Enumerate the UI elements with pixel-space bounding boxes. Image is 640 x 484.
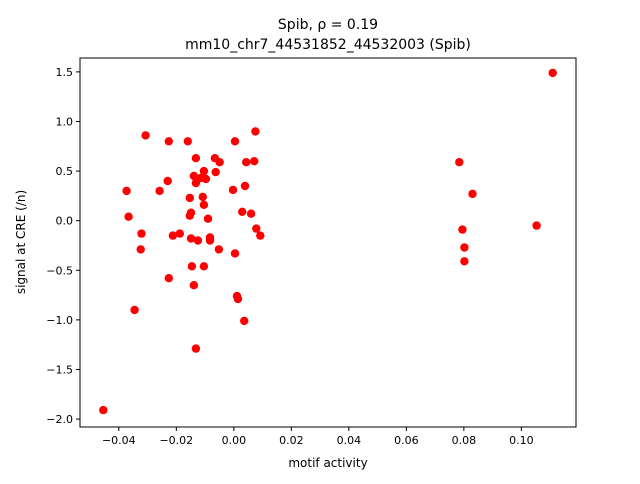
data-point <box>164 137 173 146</box>
x-tick-label: 0.00 <box>222 434 247 447</box>
data-point <box>191 344 201 353</box>
x-tick-label: 0.04 <box>337 434 362 447</box>
data-point <box>215 158 224 167</box>
data-point <box>124 212 133 221</box>
data-point <box>240 181 250 191</box>
data-point <box>256 231 265 240</box>
y-tick-label: −1.0 <box>46 314 73 327</box>
data-point <box>186 208 196 217</box>
data-point <box>242 158 251 167</box>
data-point <box>193 236 203 245</box>
data-point <box>191 154 201 163</box>
y-axis-ticks: −2.0 −1.5 −1.0 −0.5 0.0 0.5 1.0 1.5 <box>46 66 80 426</box>
x-tick-label: 0.08 <box>452 434 477 447</box>
data-point <box>199 262 209 271</box>
chart-title-line-1: Spib, ρ = 0.19 <box>278 17 378 33</box>
data-point <box>189 281 199 290</box>
data-point <box>163 176 172 186</box>
data-point <box>240 316 249 326</box>
data-point <box>203 214 213 223</box>
data-point <box>532 221 541 230</box>
data-point <box>199 166 209 176</box>
points-layer <box>99 68 557 415</box>
data-point <box>238 207 247 216</box>
plot-frame <box>79 57 577 428</box>
x-axis-ticks: −0.04 −0.02 0.00 0.02 0.04 0.06 0.08 0.10 <box>102 427 534 447</box>
data-point <box>198 192 207 202</box>
x-tick-label: −0.02 <box>159 434 193 447</box>
y-tick-label: 1.5 <box>56 66 74 79</box>
data-point <box>214 245 224 254</box>
data-point <box>137 229 146 238</box>
data-point <box>548 68 557 78</box>
data-point <box>183 137 192 146</box>
y-tick-label: −0.5 <box>46 264 73 277</box>
x-tick-label: 0.02 <box>279 434 304 447</box>
x-axis-label: motif activity <box>288 456 367 470</box>
data-point <box>228 185 238 195</box>
data-point <box>252 224 261 233</box>
data-point <box>187 262 197 271</box>
y-tick-label: 0.5 <box>56 165 74 178</box>
data-point <box>175 229 184 238</box>
data-point <box>246 209 256 218</box>
data-point <box>211 167 220 177</box>
data-point <box>141 131 150 140</box>
data-point <box>460 243 469 252</box>
data-point <box>230 249 240 258</box>
y-tick-label: 0.0 <box>56 215 74 228</box>
chart-title-line-2: mm10_chr7_44531852_44532003 (Spib) <box>185 37 471 53</box>
data-point <box>189 171 199 181</box>
data-point <box>186 234 196 243</box>
x-tick-label: 0.10 <box>509 434 534 447</box>
data-point <box>99 405 108 415</box>
data-point <box>136 245 145 254</box>
data-point <box>460 257 469 266</box>
data-point <box>185 193 194 203</box>
data-point <box>122 186 131 196</box>
data-point <box>458 225 467 234</box>
data-point <box>201 174 211 184</box>
data-point <box>199 200 209 209</box>
y-axis-label: signal at CRE (/n) <box>14 190 28 294</box>
x-tick-label: −0.04 <box>102 434 136 447</box>
data-point <box>168 231 178 240</box>
data-point <box>130 305 139 315</box>
data-point <box>250 157 259 166</box>
y-tick-label: −1.5 <box>46 363 73 376</box>
data-point <box>205 236 215 245</box>
data-point <box>455 158 464 167</box>
data-point <box>468 189 477 199</box>
y-tick-label: −2.0 <box>46 413 73 426</box>
data-point <box>164 274 173 283</box>
data-point <box>230 137 240 146</box>
x-tick-label: 0.06 <box>394 434 419 447</box>
data-point <box>233 294 243 304</box>
data-point <box>155 186 164 196</box>
data-point <box>251 127 260 136</box>
y-tick-label: 1.0 <box>56 115 74 128</box>
